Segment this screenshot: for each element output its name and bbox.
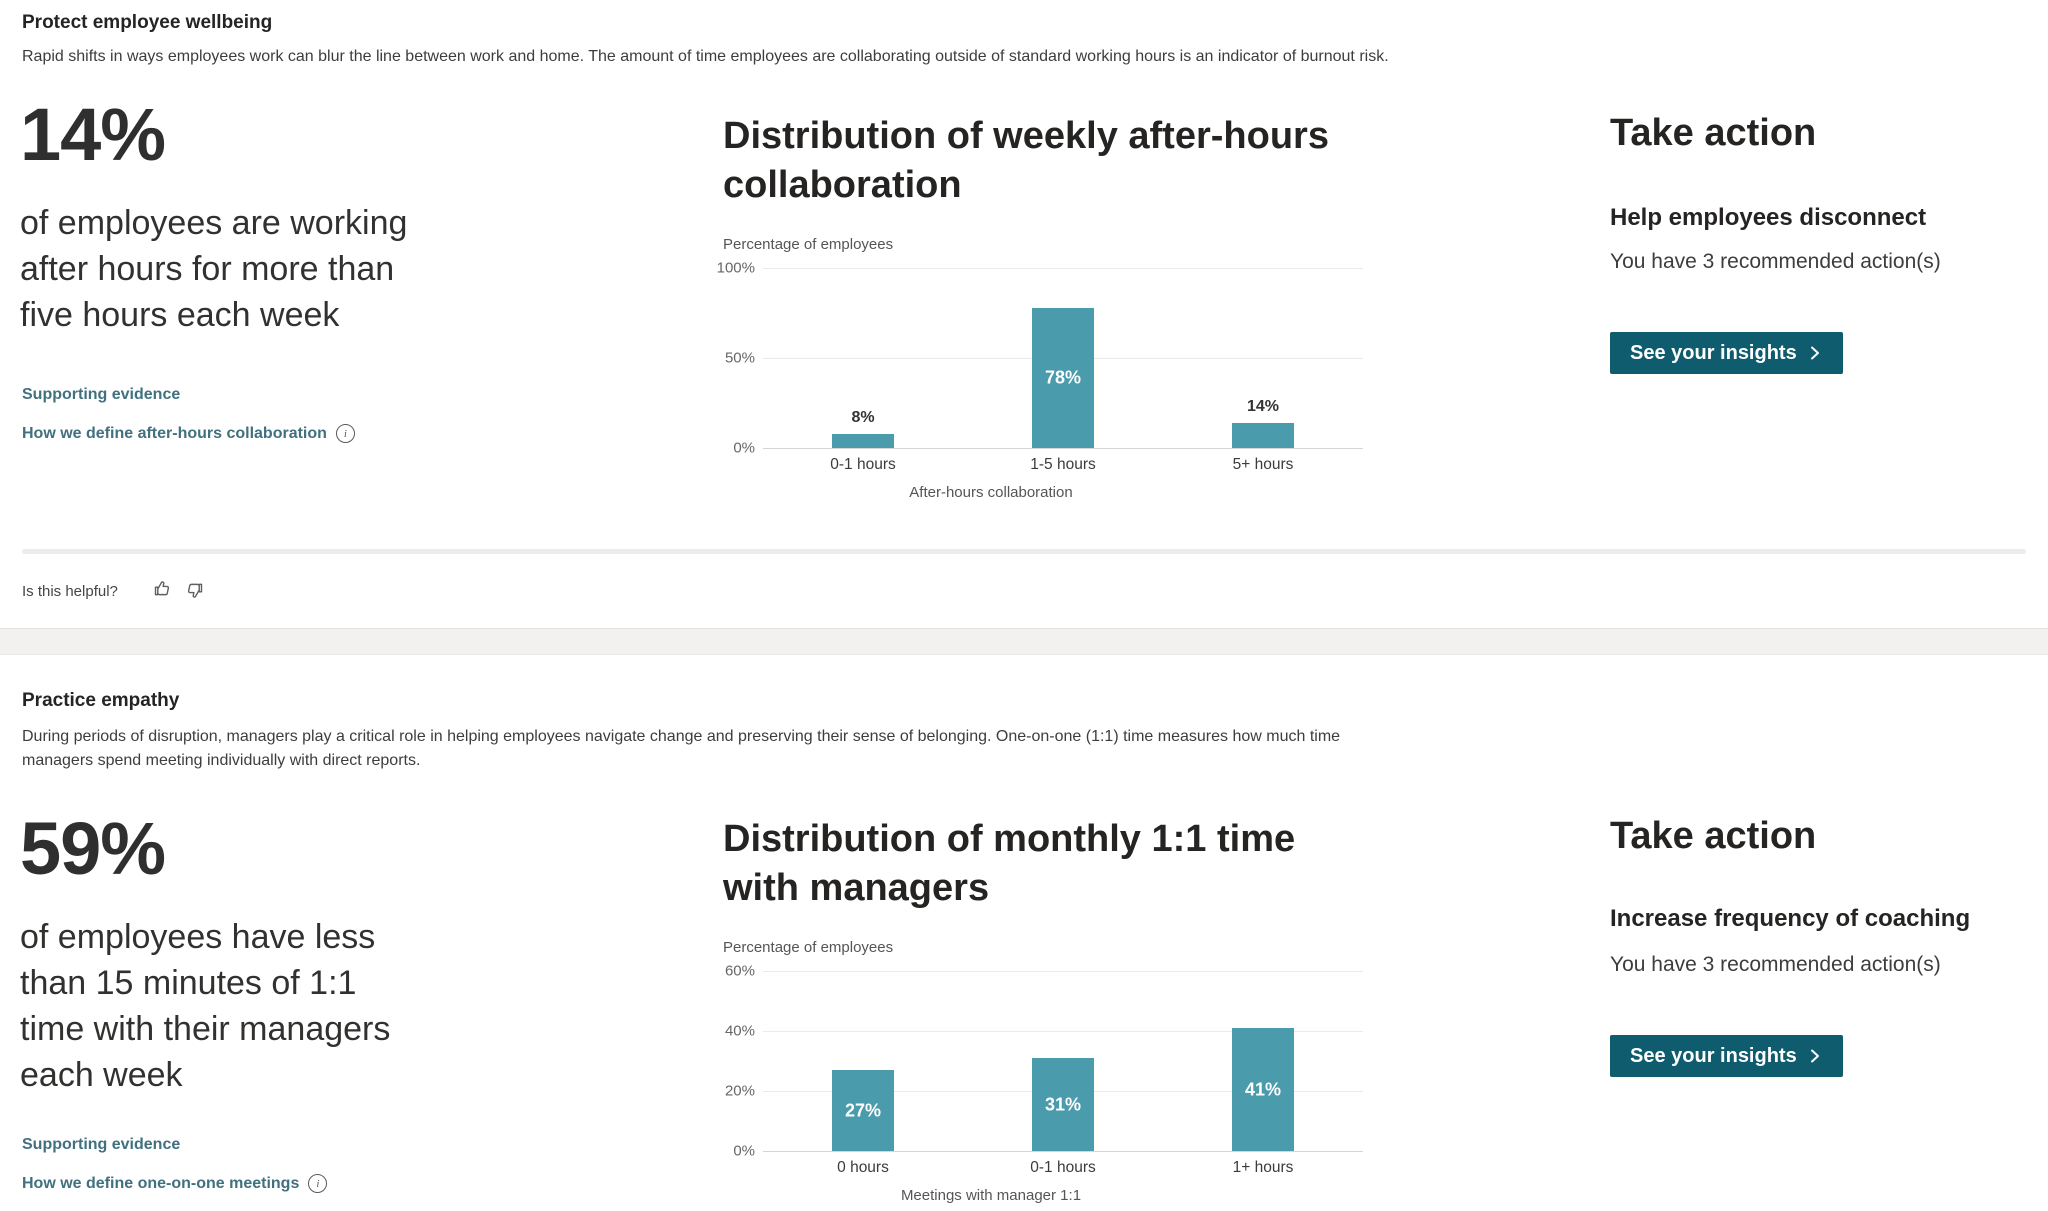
section-title-empathy: Practice empathy [22,690,180,711]
y-tick-label: 0% [733,439,755,457]
definition-link-one-on-one[interactable]: How we define one-on-one meetings i [22,1174,328,1193]
chevron-right-icon [1810,346,1819,360]
bar: 8% [832,409,894,448]
section-description: During periods of disruption, managers p… [22,728,1341,769]
gridline [763,267,1363,269]
button-label: See your insights [1630,341,1797,364]
chart-block-one-on-one: Distribution of monthly 1:1 time with ma… [700,815,1420,1204]
category-label: 1-5 hours [1030,456,1096,473]
y-tick-label: 50% [724,349,755,367]
category-label: 0 hours [837,1159,889,1176]
divider [22,549,2026,554]
action-note: You have 3 recommended action(s) [1610,953,1941,976]
action-note: You have 3 recommended action(s) [1610,250,1941,273]
take-action-heading: Take action [1610,112,1817,154]
y-tick-label: 100% [716,259,755,277]
bar-slot: 31% [963,971,1163,1151]
y-tick-label: 20% [724,1082,755,1100]
stat-value: 59% [20,807,166,890]
see-your-insights-button[interactable]: See your insights [1610,1035,1843,1077]
category-label: 0-1 hours [830,456,896,473]
stat-block-after-hours: 14% of employees are working after hours… [20,96,520,338]
bar-value-label: 41% [1244,1079,1282,1099]
y-axis-title: Percentage of employees [723,236,894,253]
chart-title: Distribution of weekly after-hours colla… [723,115,1329,206]
thumbs-down-icon[interactable] [184,580,205,606]
section-description: Rapid shifts in ways employees work can … [22,48,1389,65]
stat-value: 14% [20,93,166,176]
take-action-heading: Take action [1610,815,1817,857]
bar-chart-one-on-one: 0% 20% 40% 60% 27% 31% 41% [725,963,1363,1160]
bar: 31% [1032,1058,1094,1151]
bar-row: 27% 31% 41% [763,971,1363,1151]
bar: 14% [1232,398,1294,448]
bar-value-label: 31% [1044,1094,1082,1114]
gridline [763,970,1363,972]
category-label: 5+ hours [1232,456,1294,473]
bar-slot: 27% [763,971,963,1151]
section-separator-band [0,628,2048,655]
section-title-wellbeing: Protect employee wellbeing [22,12,273,33]
category-label: 1+ hours [1232,1159,1294,1176]
bar-value-label: 78% [1044,367,1082,388]
thumbs-up-icon[interactable] [152,578,173,604]
stat-caption: of employees are working after hours for… [20,203,408,335]
bar-slot: 14% [1163,268,1363,448]
bar-slot: 8% [763,268,963,448]
bar-value-label: 14% [1246,397,1280,415]
bar: 41% [1232,1028,1294,1151]
y-axis-title: Percentage of employees [723,939,894,956]
x-axis-title: After-hours collaboration [909,484,1073,501]
stat-caption: of employees have less than 15 minutes o… [20,917,391,1095]
gridline [763,1030,1363,1032]
bar: 78% [1032,307,1094,448]
y-tick-label: 60% [724,962,755,980]
stat-block-one-on-one: 59% of employees have less than 15 minut… [20,810,520,1099]
feedback-question: Is this helpful? [22,583,118,600]
y-tick-label: 40% [724,1022,755,1040]
supporting-evidence-link[interactable]: Supporting evidence [22,386,181,403]
see-your-insights-button[interactable]: See your insights [1610,332,1843,374]
chart-title: Distribution of monthly 1:1 time with ma… [723,818,1296,909]
x-axis-title: Meetings with manager 1:1 [900,1187,1082,1204]
info-icon[interactable]: i [308,1174,328,1193]
category-label: 0-1 hours [1030,1159,1096,1176]
bar-slot: 78% [963,268,1163,448]
category-axis: 0 hours 0-1 hours 1+ hours [763,1159,1363,1177]
bar-chart-after-hours: 0% 50% 100% 8% 78% 14% [717,260,1363,457]
bar-row: 8% 78% 14% [763,268,1363,448]
category-axis: 0-1 hours 1-5 hours 5+ hours [763,456,1363,474]
info-icon[interactable]: i [335,424,355,443]
gridline [763,447,1363,449]
button-label: See your insights [1630,1044,1797,1067]
definition-link-after-hours[interactable]: How we define after-hours collaboration … [22,424,355,443]
bar-value-label: 27% [844,1100,882,1120]
supporting-evidence-link[interactable]: Supporting evidence [22,1136,181,1153]
gridline [763,1150,1363,1152]
bar-value-label: 8% [851,408,875,426]
chevron-right-icon [1810,1049,1819,1063]
action-title: Increase frequency of coaching [1610,905,1971,932]
action-title: Help employees disconnect [1610,204,1927,231]
definition-link-label: How we define one-on-one meetings [22,1174,300,1192]
chart-block-after-hours: Distribution of weekly after-hours colla… [700,112,1420,501]
y-tick-label: 0% [733,1142,755,1160]
bar: 27% [832,1070,894,1151]
bar-slot: 41% [1163,971,1363,1151]
definition-link-label: How we define after-hours collaboration [22,424,327,442]
